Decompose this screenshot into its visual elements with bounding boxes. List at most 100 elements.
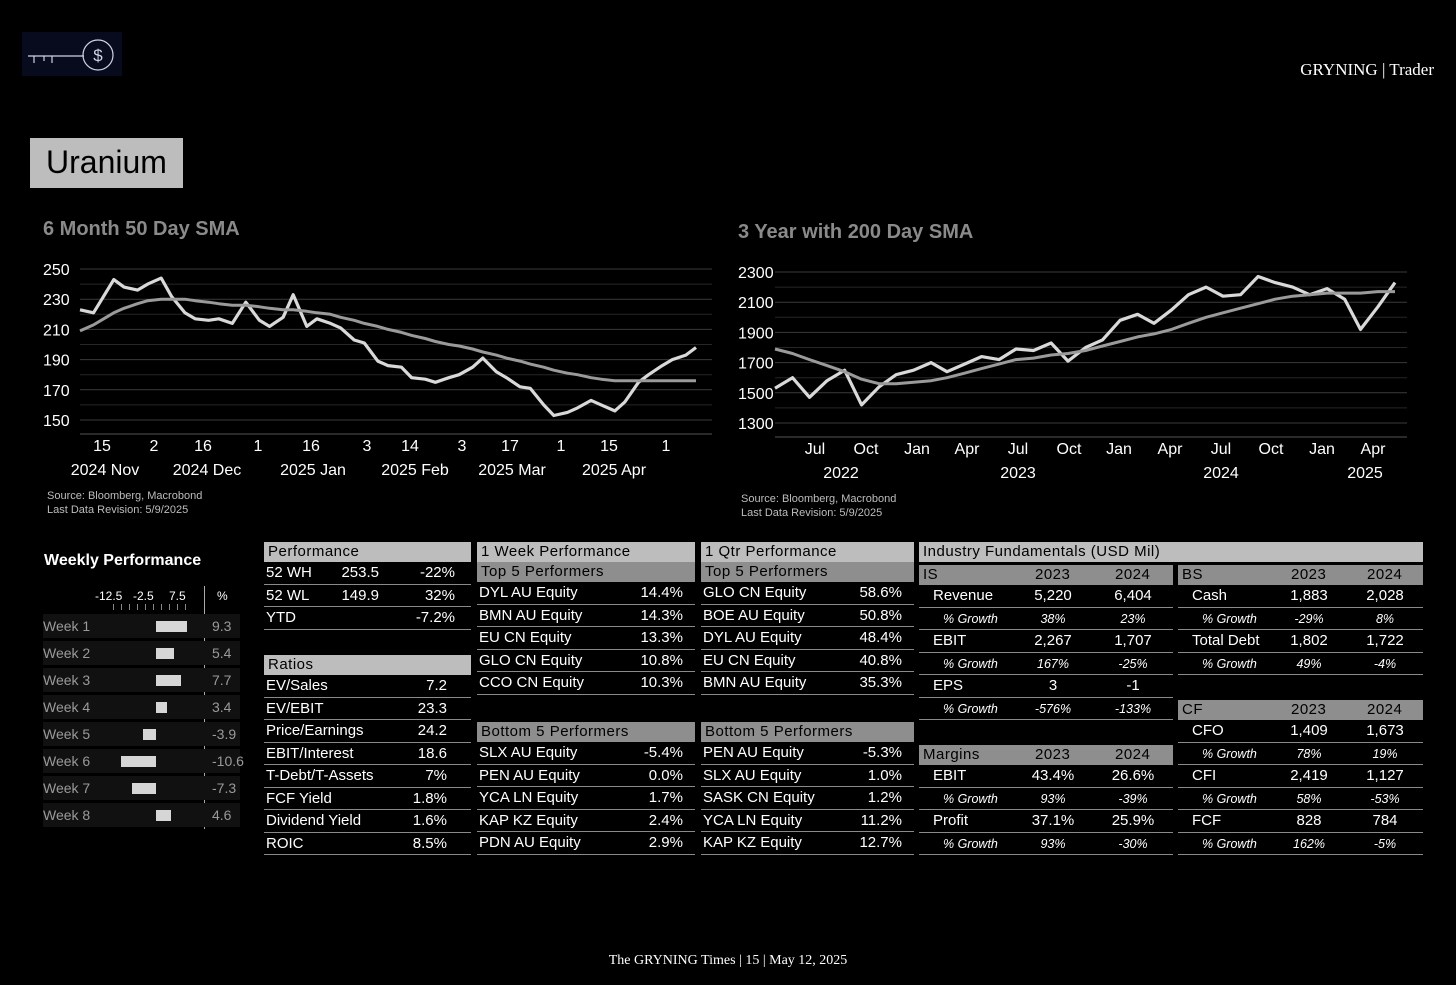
x-tick-label: Apr — [955, 441, 981, 458]
week-top-header: Top 5 Performers — [477, 562, 695, 582]
x-tick-label: Jul — [1008, 441, 1028, 458]
bs-table-row: % Growth -29% 8% — [1178, 608, 1423, 630]
margins-table: Margins 2023 2024 EBIT 43.4% 26.6% % Growth 93%… — [919, 745, 1173, 855]
qtr-bottom-row-label: SLX AU Equity — [703, 766, 802, 784]
bs-table-year2: 2024 — [1367, 566, 1403, 583]
weekly-row-label: Week 2 — [43, 645, 91, 661]
is-table-row-2024: 1,707 — [1114, 632, 1152, 649]
margins-table-year2: 2024 — [1115, 746, 1151, 763]
performance-label: 52 WL — [266, 586, 310, 604]
x-tick-label: 15 — [600, 438, 618, 455]
week-top-row-value: 14.3% — [640, 606, 683, 624]
weekly-row-value: 7.7 — [212, 672, 232, 688]
bs-table-row: Total Debt 1,802 1,722 — [1178, 630, 1423, 653]
week-top-row-value: 10.3% — [640, 674, 683, 691]
week-bottom-header: Bottom 5 Performers — [477, 722, 695, 742]
x-tick-label: 1 — [662, 438, 671, 455]
ratio-row-value: 18.6 — [417, 744, 447, 762]
performance-change: 32% — [424, 586, 455, 604]
qtr-bottom-row: SLX AU Equity 1.0% — [701, 765, 914, 787]
x-tick-label: Oct — [854, 441, 879, 458]
ratio-row-label: Price/Earnings — [266, 722, 364, 739]
ratio-row-value: 24.2 — [417, 722, 447, 739]
chart2-source: Source: Bloomberg, Macrobond Last Data R… — [741, 492, 896, 520]
bs-table-row: % Growth 49% -4% — [1178, 653, 1423, 675]
weekly-row: Week 1 9.3 — [43, 614, 240, 638]
cf-table-row-2024: 19% — [1372, 746, 1398, 761]
ratio-row-value: 7% — [425, 767, 447, 784]
margins-table-row: % Growth 93% -39% — [919, 788, 1173, 810]
weekly-bar — [156, 702, 168, 713]
weekly-row-value: -10.6 — [212, 753, 244, 769]
y-tick-label: 190 — [43, 353, 70, 370]
chart1-source: Source: Bloomberg, Macrobond Last Data R… — [47, 489, 202, 517]
cf-table-row-2024: -53% — [1370, 791, 1400, 806]
qtr-top-row-label: EU CN Equity — [703, 651, 796, 669]
week-top-row-label: DYL AU Equity — [479, 584, 578, 601]
x-tick-label: 2 — [150, 438, 159, 455]
is-table-year2: 2024 — [1115, 566, 1151, 583]
weekly-row: Week 6 -10.6 — [43, 749, 244, 773]
cf-table-row-label: CFO — [1192, 722, 1224, 739]
week-top-row-label: EU CN Equity — [479, 629, 572, 646]
cf-table-row-2024: 1,673 — [1366, 722, 1404, 739]
is-table-row: % Growth 167% -25% — [919, 653, 1173, 675]
x-tick-label: 3 — [458, 438, 467, 455]
chart1-title: 6 Month 50 Day SMA — [43, 218, 240, 240]
weekly-row: Week 8 4.6 — [43, 803, 240, 827]
bs-table: BS 2023 2024 Cash 1,883 2,028 % Growth -29% 8% To… — [1178, 565, 1423, 675]
cf-table-row: CFI 2,419 1,127 — [1178, 765, 1423, 788]
margins-table-row-label: EBIT — [933, 767, 967, 784]
performance-label: 52 WH — [266, 564, 312, 581]
cf-table: CF 2023 2024 CFO 1,409 1,673 % Growth 78% 19% CFI… — [1178, 700, 1423, 855]
qtr-top-row: BOE AU Equity 50.8% — [701, 605, 914, 627]
qtr-bottom-row-value: 1.2% — [867, 789, 902, 806]
cf-table-row: % Growth 78% 19% — [1178, 743, 1423, 765]
bs-table-header: BS 2023 2024 — [1178, 565, 1423, 585]
bs-table-row-2023: 1,883 — [1290, 587, 1328, 604]
cf-table-row-2023: 78% — [1296, 746, 1322, 761]
is-table-row-label: EBIT — [933, 632, 967, 649]
week-top-row: EU CN Equity 13.3% — [477, 627, 695, 650]
ratio-row: Dividend Yield 1.6% — [264, 810, 471, 833]
ratio-row: ROIC 8.5% — [264, 833, 471, 855]
bs-table-row-2023: -29% — [1294, 611, 1324, 626]
x-period-label: 2024 Nov — [71, 462, 140, 479]
footer: The GRYNING Times | 15 | May 12, 2025 — [608, 953, 848, 968]
performance-value: 149.9 — [341, 586, 379, 604]
week-header: 1 Week Performance — [477, 542, 695, 562]
qtr-bottom-row-label: PEN AU Equity — [703, 744, 804, 761]
cf-table-title: CF — [1182, 701, 1203, 718]
is-table-row-2024: -25% — [1118, 656, 1148, 671]
qtr-bottom-row-value: 12.7% — [859, 834, 902, 851]
bs-table-row-2024: 1,722 — [1366, 632, 1404, 649]
chart2-source-text: Source: Bloomberg, Macrobond — [741, 493, 897, 505]
is-table-row-label: % Growth — [943, 611, 998, 626]
ratio-row-label: T-Debt/T-Assets — [266, 767, 374, 784]
x-tick-label: Apr — [1361, 441, 1387, 458]
performance-header: Performance — [264, 542, 471, 562]
wp-tick-2: -2.5 — [133, 589, 154, 603]
six-month-chart: 250 230 210 190 170 150 15 2 16 1 16 3 14 3 17 1 15 1 2024… — [43, 262, 712, 479]
weekly-row-value: -7.3 — [212, 780, 237, 796]
week-top-row: CCO CN Equity 10.3% — [477, 672, 695, 695]
x-tick-label: Jan — [904, 441, 930, 458]
ratio-row-value: 7.2 — [426, 677, 447, 694]
qtr-bottom-row: SASK CN Equity 1.2% — [701, 787, 914, 810]
is-table-row-2023: 3 — [1048, 677, 1058, 694]
y-tick-label: 2300 — [738, 265, 774, 282]
ratio-row: Price/Earnings 24.2 — [264, 720, 471, 743]
ratio-row: EBIT/Interest 18.6 — [264, 743, 471, 765]
cf-table-row-label: CFI — [1192, 767, 1217, 784]
week-bottom-row: PEN AU Equity 0.0% — [477, 765, 695, 787]
performance-row: 52 WH 253.5 -22% — [264, 562, 471, 585]
fundamentals-header: Industry Fundamentals (USD Mil) — [919, 542, 1423, 562]
qtr-top-row-value: 50.8% — [859, 606, 902, 624]
performance-label: YTD — [266, 609, 296, 626]
x-period-label: 2025 — [1347, 465, 1383, 482]
bs-table-row-2024: -4% — [1373, 656, 1397, 671]
weekly-row: Week 5 -3.9 — [43, 722, 240, 746]
weekly-bar — [156, 648, 174, 659]
qtr-bottom-row-label: KAP KZ Equity — [703, 834, 802, 851]
weekly-bar — [121, 756, 157, 767]
